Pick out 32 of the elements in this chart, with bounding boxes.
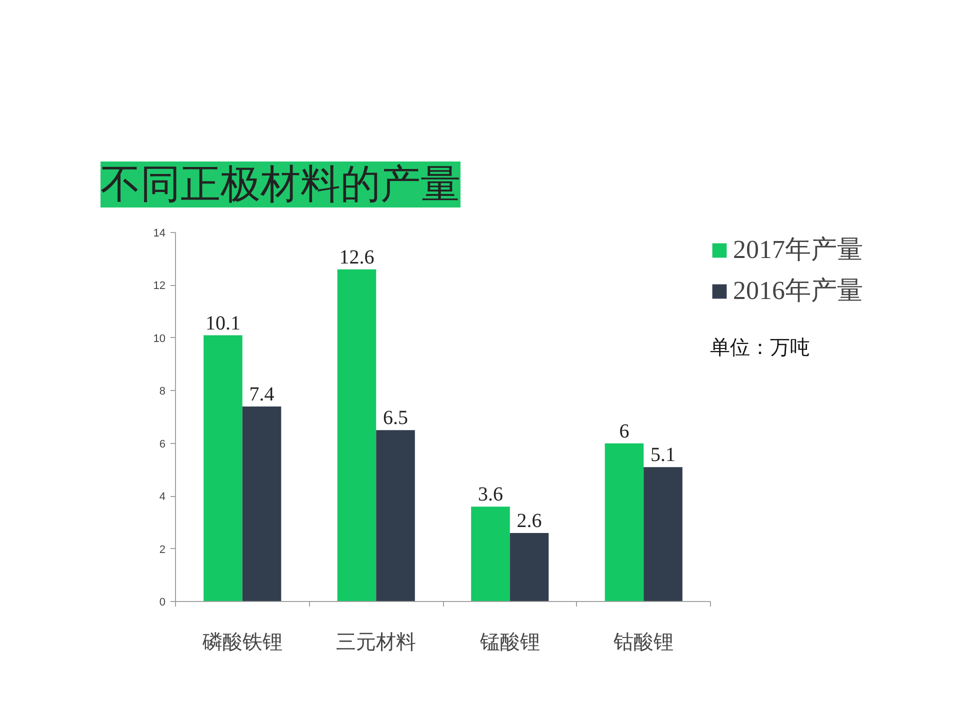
- legend-label: 2016年产量: [733, 275, 863, 307]
- y-tick-label: 12: [153, 280, 166, 292]
- x-tick-label: 锰酸锂: [478, 630, 540, 654]
- bar: [510, 532, 549, 602]
- y-tick-label: 4: [159, 491, 166, 504]
- bar: [471, 506, 510, 602]
- chart-title: 不同正极材料的产量: [100, 162, 460, 208]
- x-tick-label: 三元材料: [336, 630, 416, 654]
- data-label: 6.5: [383, 407, 408, 430]
- x-tick-label: 钴酸锂: [612, 630, 674, 654]
- data-label: 7.4: [249, 383, 274, 406]
- data-label: 5.1: [650, 444, 676, 466]
- bar: [644, 467, 682, 602]
- y-tick-label: 2: [159, 544, 166, 556]
- data-label: 2.6: [516, 510, 542, 532]
- bar: [242, 406, 282, 602]
- bar: [204, 335, 242, 602]
- bar: [337, 269, 376, 602]
- y-tick-label: 10: [153, 332, 166, 345]
- data-label: 10.1: [205, 312, 240, 334]
- bar: [604, 443, 644, 602]
- data-label: 3.6: [478, 484, 503, 506]
- y-tick-label: 8: [159, 386, 166, 398]
- y-tick-label: 0: [159, 596, 166, 608]
- legend-label: 2017年产量: [733, 234, 863, 266]
- y-tick-label: 6: [159, 438, 166, 450]
- data-label: 6: [619, 420, 630, 442]
- bar: [376, 430, 415, 602]
- x-tick-label: 磷酸铁锂: [201, 630, 282, 654]
- data-label: 12.6: [339, 246, 374, 268]
- annotation: 单位：万吨: [710, 334, 811, 361]
- y-tick-label: 14: [153, 228, 166, 240]
